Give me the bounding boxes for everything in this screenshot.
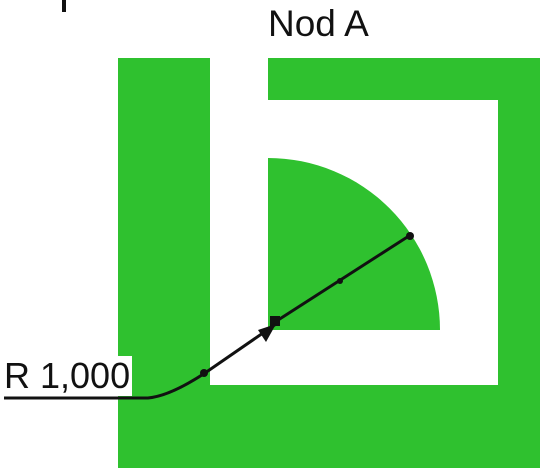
radius-line: [274, 232, 413, 324]
leader-arrowhead: [258, 324, 276, 342]
radius-label: R 1,000: [4, 355, 133, 396]
top-right-block: [268, 58, 540, 100]
white-arc-band: [268, 100, 498, 330]
right-side-block: [498, 100, 540, 385]
radius-end-point: [406, 232, 414, 240]
bottom-horizontal-band: [210, 385, 540, 468]
left-vertical-band: [118, 58, 210, 468]
diagram-title: Nod A: [268, 3, 369, 44]
leader-dot: [200, 369, 208, 377]
quarter-circle-sector: [268, 158, 440, 330]
top-edge-marker: [62, 0, 66, 12]
center-point: [270, 316, 280, 326]
radius-mid-point: [337, 278, 343, 284]
